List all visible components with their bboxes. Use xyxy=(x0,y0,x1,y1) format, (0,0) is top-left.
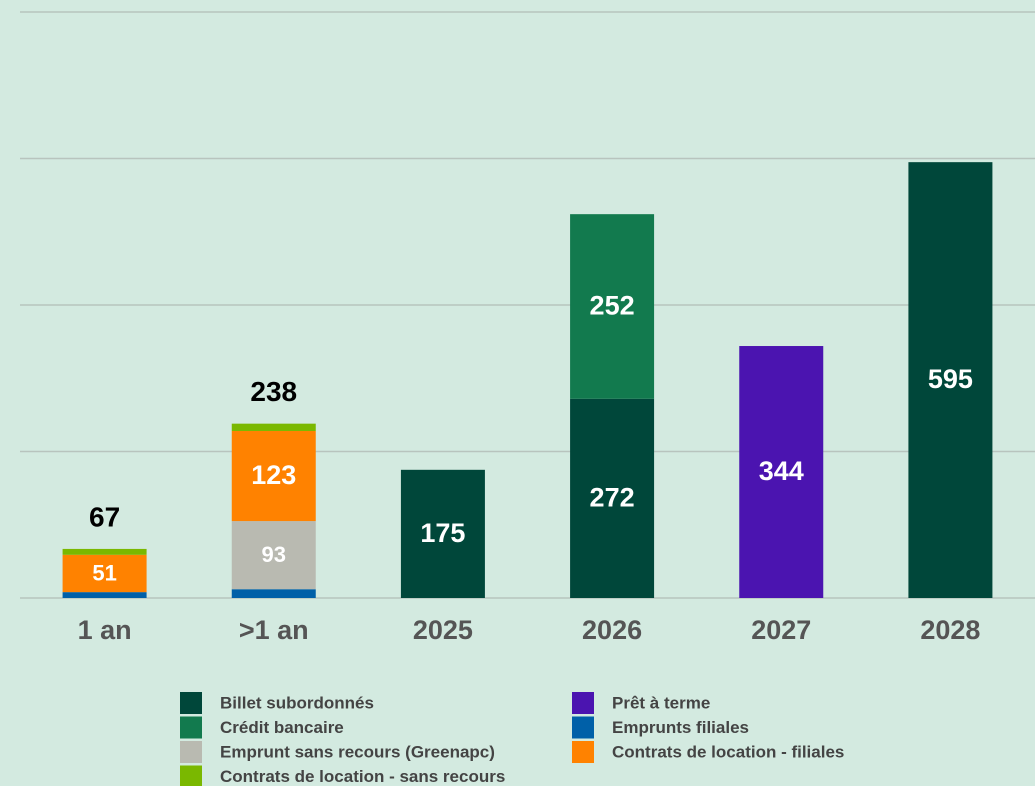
x-tick-label: 2027 xyxy=(751,615,811,645)
bar-segment xyxy=(62,548,147,555)
bar-segment xyxy=(231,589,316,598)
legend-swatch xyxy=(572,692,594,714)
bar-segment xyxy=(231,430,316,522)
legend-label: Contrats de location - sans recours xyxy=(220,767,505,786)
bar-segment xyxy=(231,521,316,590)
x-tick-label: 2025 xyxy=(413,615,473,645)
total-label: 238 xyxy=(250,376,297,407)
bar-segment xyxy=(400,469,485,598)
legend-swatch xyxy=(572,741,594,763)
bar-segment xyxy=(62,554,147,593)
x-tick-label: 2028 xyxy=(920,615,980,645)
value-label: 344 xyxy=(759,456,804,486)
bar-segment xyxy=(739,346,824,598)
legend-swatch xyxy=(180,692,202,714)
legend-swatch xyxy=(180,765,202,786)
legend-label: Prêt à terme xyxy=(612,693,710,712)
bar-segment xyxy=(231,423,316,431)
x-tick-label: 2026 xyxy=(582,615,642,645)
value-label: 252 xyxy=(590,291,635,321)
legend-swatch xyxy=(572,716,594,739)
bar-segment xyxy=(570,398,655,598)
value-label: 123 xyxy=(251,460,296,490)
x-tick-label: >1 an xyxy=(239,615,309,645)
legend-label: Contrats de location - filiales xyxy=(612,742,844,761)
value-label: 272 xyxy=(590,483,635,513)
legend-label: Emprunts filiales xyxy=(612,718,749,737)
legend-label: Billet subordonnés xyxy=(220,693,374,712)
legend-label: Crédit bancaire xyxy=(220,718,344,737)
legend-label: Emprunt sans recours (Greenapc) xyxy=(220,742,495,761)
x-tick-label: 1 an xyxy=(78,615,132,645)
bar-segment xyxy=(908,162,993,598)
bar-segment xyxy=(570,214,655,399)
value-label: 595 xyxy=(928,364,973,394)
legend-swatch xyxy=(180,741,202,763)
total-label: 67 xyxy=(89,501,120,532)
bar-segment xyxy=(62,592,147,598)
value-label: 175 xyxy=(420,518,465,548)
value-label: 93 xyxy=(262,542,286,567)
value-label: 51 xyxy=(92,560,116,585)
legend-swatch xyxy=(180,716,202,739)
